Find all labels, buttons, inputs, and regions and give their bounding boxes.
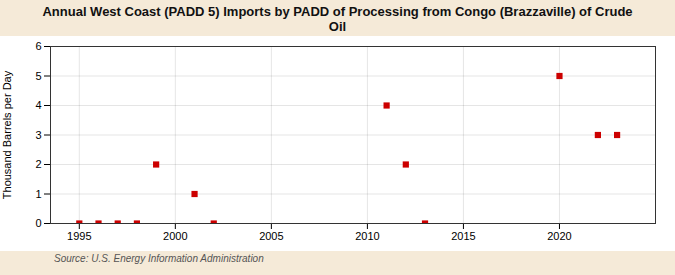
svg-text:1995: 1995 [67,230,91,242]
svg-text:6: 6 [35,40,41,52]
svg-text:2000: 2000 [163,230,187,242]
svg-text:4: 4 [35,99,41,111]
svg-text:5: 5 [35,70,41,82]
svg-text:3: 3 [35,129,41,141]
svg-text:2005: 2005 [259,230,283,242]
html-text:Source: U.S. Energy Informatio: Source: U.S. Energy Information Administ… [54,253,264,264]
svg-text:0: 0 [35,217,41,229]
svg-text:1: 1 [35,188,41,200]
svg-text:2: 2 [35,158,41,170]
svg-text:2020: 2020 [547,230,571,242]
svg-text:2015: 2015 [451,230,475,242]
html-text:Annual West Coast (PADD 5) Imp: Annual West Coast (PADD 5) Imports by PA… [42,4,633,34]
svg-text:Thousand Barrels per Day: Thousand Barrels per Day [1,70,13,199]
svg-text:2010: 2010 [355,230,379,242]
